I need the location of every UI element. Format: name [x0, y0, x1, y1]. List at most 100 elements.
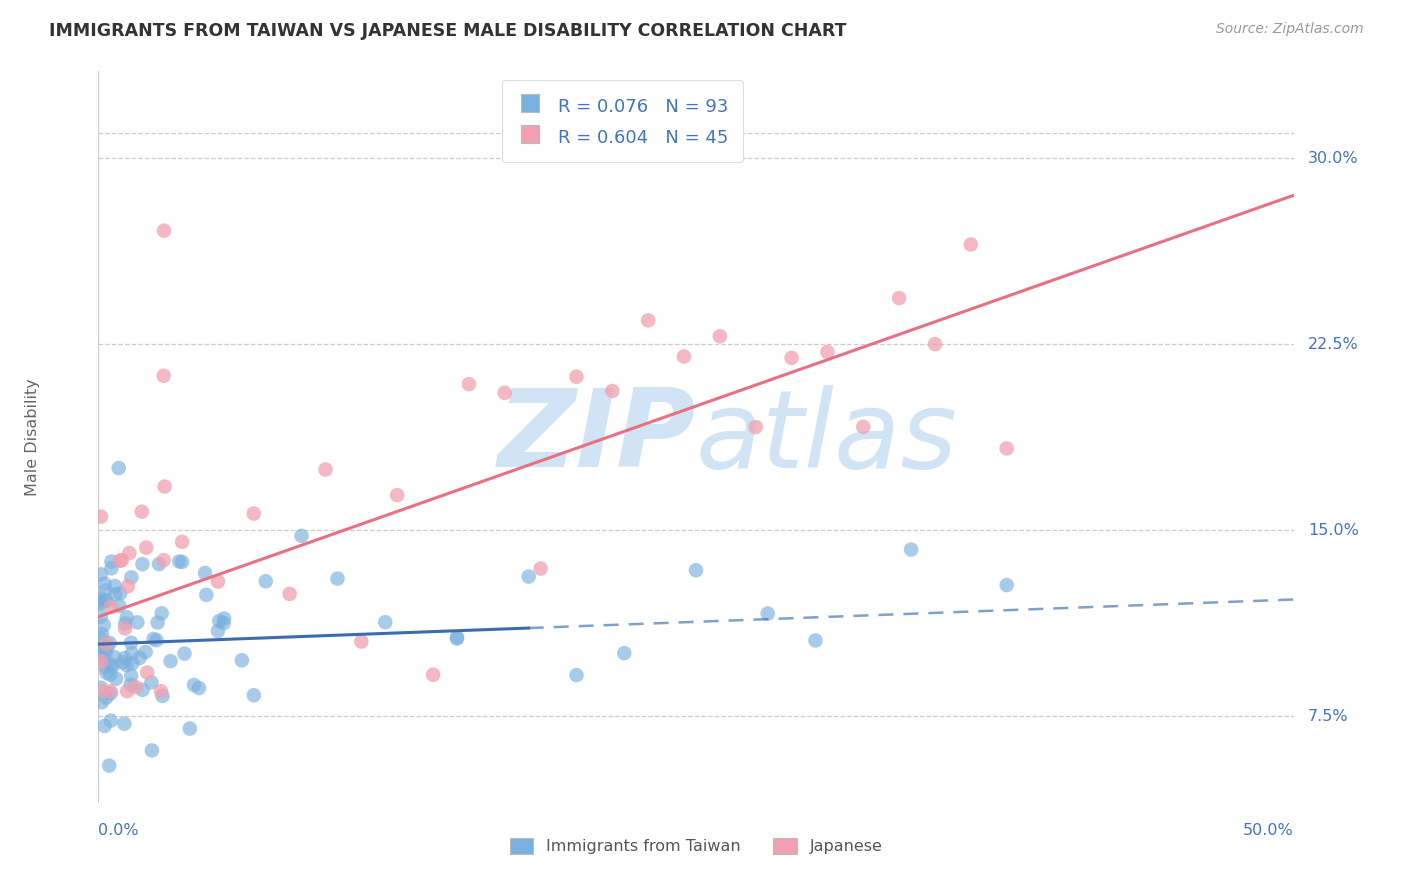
Point — [291, 529, 314, 543]
Point — [108, 599, 131, 613]
Point — [96, 594, 118, 608]
Point — [517, 569, 540, 583]
Point — [141, 675, 163, 690]
Point — [96, 665, 118, 680]
Point — [90, 632, 112, 646]
Point — [194, 566, 217, 580]
Point — [98, 684, 121, 698]
Point — [93, 684, 115, 698]
Text: Source: ZipAtlas.com: Source: ZipAtlas.com — [1216, 22, 1364, 37]
Point — [183, 678, 205, 692]
Point — [90, 655, 112, 669]
Point — [131, 505, 153, 519]
Point — [98, 636, 121, 650]
Point — [153, 224, 176, 238]
Point — [91, 650, 114, 665]
Point — [90, 609, 112, 624]
Point — [114, 651, 136, 665]
Point — [94, 646, 117, 660]
Point — [212, 615, 235, 630]
Point — [637, 313, 659, 327]
Point — [278, 587, 301, 601]
Point — [960, 237, 983, 252]
Point — [995, 578, 1018, 592]
Point — [100, 561, 122, 575]
Point — [105, 672, 128, 686]
Point — [103, 650, 125, 665]
Point — [207, 624, 229, 638]
Point — [108, 554, 131, 568]
Text: ZIP: ZIP — [498, 384, 696, 490]
Point — [173, 647, 195, 661]
Text: IMMIGRANTS FROM TAIWAN VS JAPANESE MALE DISABILITY CORRELATION CHART: IMMIGRANTS FROM TAIWAN VS JAPANESE MALE … — [49, 22, 846, 40]
Point — [148, 557, 170, 571]
Point — [101, 657, 124, 672]
Point — [152, 689, 174, 703]
Point — [207, 574, 229, 589]
Point — [446, 630, 468, 644]
Point — [107, 461, 129, 475]
Point — [602, 384, 624, 398]
Point — [565, 668, 588, 682]
Point — [254, 574, 277, 589]
Point — [852, 420, 875, 434]
Point — [93, 719, 115, 733]
Point — [231, 653, 253, 667]
Point — [112, 716, 135, 731]
Point — [780, 351, 803, 365]
Point — [121, 657, 143, 671]
Text: Male Disability: Male Disability — [25, 378, 41, 496]
Point — [100, 714, 122, 728]
Point — [374, 615, 396, 630]
Point — [458, 377, 481, 392]
Point — [146, 615, 169, 630]
Text: 15.0%: 15.0% — [1308, 523, 1358, 538]
Point — [100, 555, 122, 569]
Point — [326, 572, 349, 586]
Point — [111, 656, 134, 670]
Point — [90, 647, 112, 661]
Point — [153, 479, 176, 493]
Point — [179, 722, 201, 736]
Point — [152, 553, 174, 567]
Point — [385, 488, 409, 502]
Text: atlas: atlas — [696, 384, 957, 490]
Point — [889, 291, 911, 305]
Point — [94, 583, 117, 598]
Point — [120, 570, 142, 584]
Point — [804, 633, 827, 648]
Point — [350, 634, 373, 648]
Point — [136, 665, 159, 680]
Point — [673, 350, 696, 364]
Point — [135, 645, 157, 659]
Point — [212, 611, 235, 625]
Point — [815, 345, 838, 359]
Point — [128, 651, 150, 665]
Point — [104, 579, 127, 593]
Point — [115, 658, 138, 673]
Point — [124, 680, 146, 694]
Point — [118, 546, 141, 560]
Text: 22.5%: 22.5% — [1308, 336, 1358, 351]
Point — [90, 509, 112, 524]
Point — [115, 684, 138, 698]
Point — [745, 420, 768, 434]
Point — [613, 646, 636, 660]
Point — [90, 596, 112, 610]
Point — [529, 561, 551, 575]
Point — [152, 368, 174, 383]
Point — [90, 695, 112, 709]
Point — [900, 542, 922, 557]
Point — [98, 758, 121, 772]
Point — [135, 541, 157, 555]
Point — [120, 636, 142, 650]
Point — [208, 614, 231, 628]
Point — [104, 587, 127, 601]
Point — [422, 667, 444, 681]
Point — [131, 557, 153, 571]
Point — [149, 684, 172, 698]
Point — [93, 576, 115, 591]
Point — [94, 660, 117, 674]
Point — [172, 555, 194, 569]
Point — [243, 507, 266, 521]
